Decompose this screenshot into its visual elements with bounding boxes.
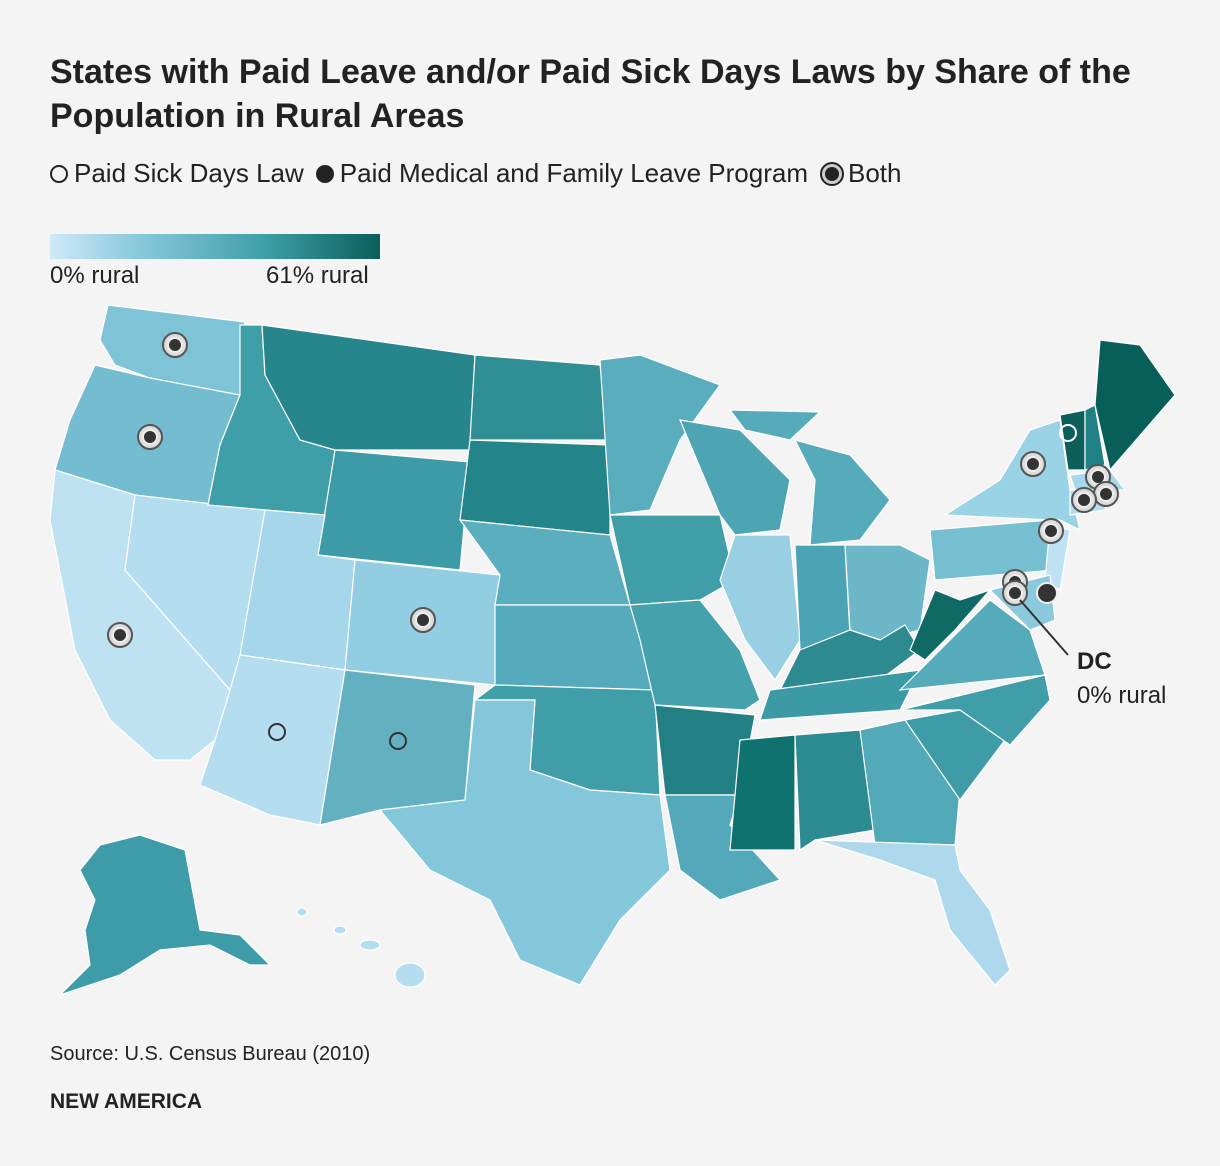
state bbox=[296, 907, 308, 917]
state bbox=[333, 925, 347, 935]
state bbox=[793, 439, 891, 546]
legend-symbol bbox=[315, 164, 334, 183]
markers bbox=[107, 332, 1119, 750]
state bbox=[1094, 339, 1176, 472]
state bbox=[1084, 404, 1106, 471]
title: States with Paid Leave and/or Paid Sick … bbox=[50, 53, 1131, 135]
state bbox=[898, 599, 1046, 691]
source: Source: U.S. Census Bureau (2010) bbox=[50, 1043, 371, 1065]
state bbox=[394, 962, 426, 988]
state bbox=[469, 354, 611, 441]
state bbox=[359, 939, 381, 951]
state bbox=[814, 839, 1011, 986]
legend: Paid Sick Days Law Paid Medical and Fami… bbox=[50, 158, 901, 189]
state bbox=[728, 409, 822, 441]
color-scale bbox=[50, 234, 380, 259]
state bbox=[59, 834, 272, 996]
state bbox=[794, 729, 876, 852]
state bbox=[378, 699, 671, 986]
legend-label: Both bbox=[847, 158, 902, 188]
state bbox=[859, 719, 961, 846]
state bbox=[317, 449, 471, 571]
legend-label: Paid Sick Days Law bbox=[74, 158, 304, 188]
state bbox=[679, 419, 791, 536]
state bbox=[609, 514, 736, 606]
state bbox=[719, 534, 801, 682]
state bbox=[629, 599, 761, 711]
scale-max-label: 61% rural bbox=[266, 262, 369, 289]
state bbox=[494, 604, 656, 691]
state bbox=[929, 519, 1056, 581]
brand: NEW AMERICA bbox=[50, 1090, 203, 1113]
state bbox=[729, 734, 796, 851]
dc-leader bbox=[1019, 599, 1069, 656]
both-marker bbox=[107, 332, 1119, 648]
legend-symbol bbox=[819, 161, 844, 186]
legend-symbol bbox=[50, 164, 68, 183]
scale-min-label: 0% rural bbox=[50, 262, 140, 289]
states bbox=[49, 304, 1176, 996]
state bbox=[459, 439, 611, 536]
sick-marker bbox=[268, 424, 1077, 750]
annotation-label: DC bbox=[1077, 648, 1112, 675]
state bbox=[899, 674, 1051, 746]
state bbox=[844, 544, 931, 641]
legend-label: Paid Medical and Family Leave Program bbox=[339, 158, 808, 188]
leave-marker bbox=[1036, 582, 1058, 604]
annotation-text: 0% rural bbox=[1077, 682, 1167, 709]
